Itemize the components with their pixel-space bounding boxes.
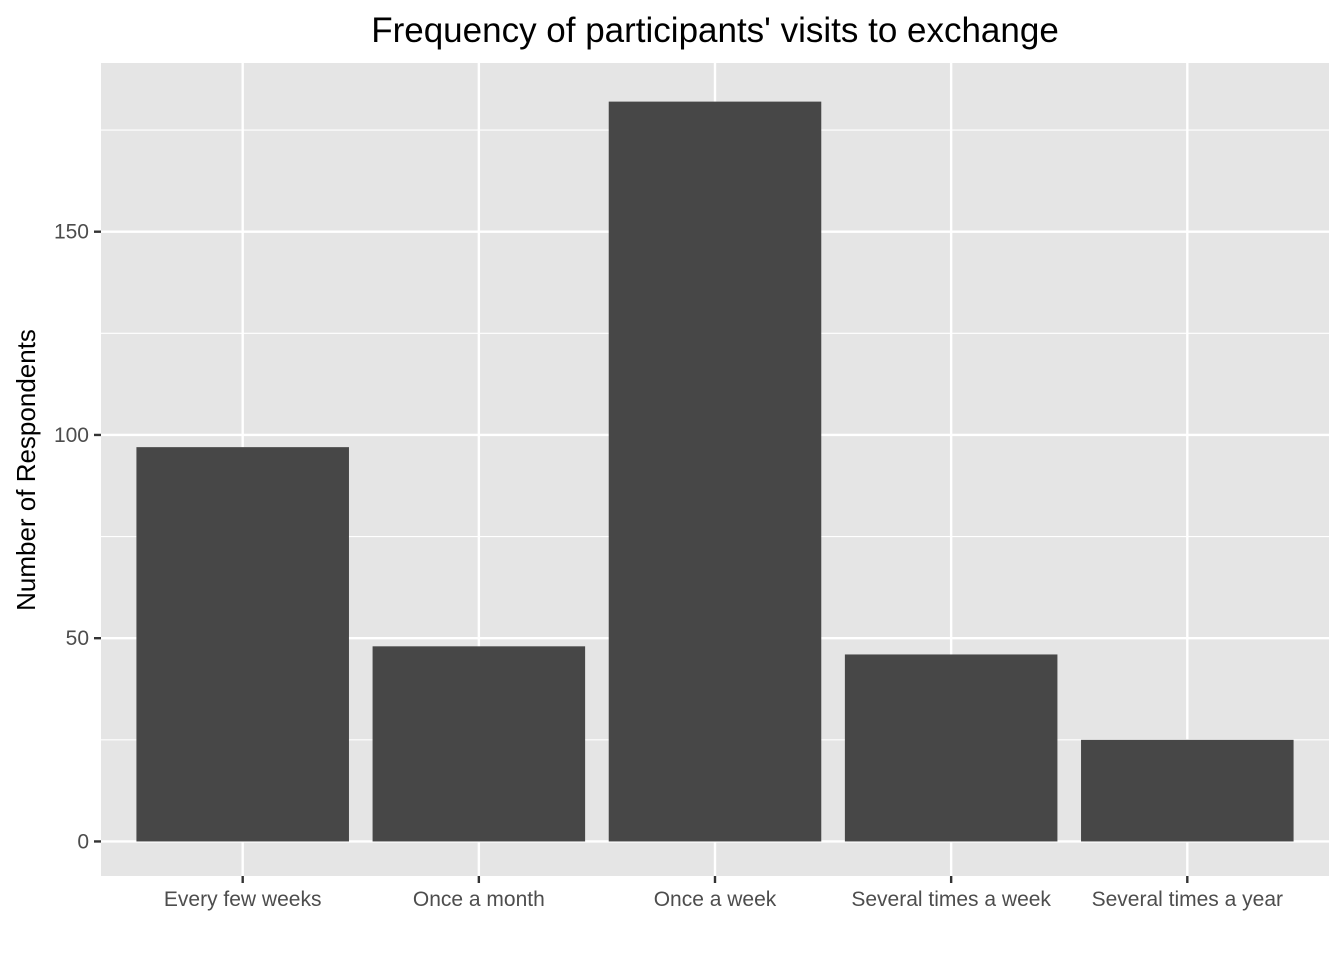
bar bbox=[1081, 739, 1294, 842]
y-tick-label: 150 bbox=[54, 221, 89, 244]
y-tick-label: 50 bbox=[66, 627, 89, 650]
y-tick-label: 0 bbox=[77, 830, 89, 853]
x-tick-label: Once a week bbox=[654, 888, 777, 911]
bar bbox=[844, 654, 1058, 842]
chart-title: Frequency of participants' visits to exc… bbox=[371, 11, 1059, 50]
x-tick-label: Several times a year bbox=[1092, 888, 1283, 911]
x-axis: Every few weeks Once a month Once a week Se… bbox=[164, 876, 1283, 911]
y-axis-label: Number of Respondents bbox=[11, 329, 41, 611]
y-tick-label: 100 bbox=[54, 424, 89, 447]
bar bbox=[372, 646, 586, 842]
y-axis: 0 50 100 150 bbox=[54, 221, 101, 853]
bar bbox=[608, 101, 822, 842]
bar bbox=[136, 447, 349, 842]
x-tick-label: Once a month bbox=[413, 888, 545, 911]
x-tick-label: Several times a week bbox=[851, 888, 1051, 911]
bars bbox=[136, 101, 1294, 842]
x-tick-label: Every few weeks bbox=[164, 888, 322, 911]
